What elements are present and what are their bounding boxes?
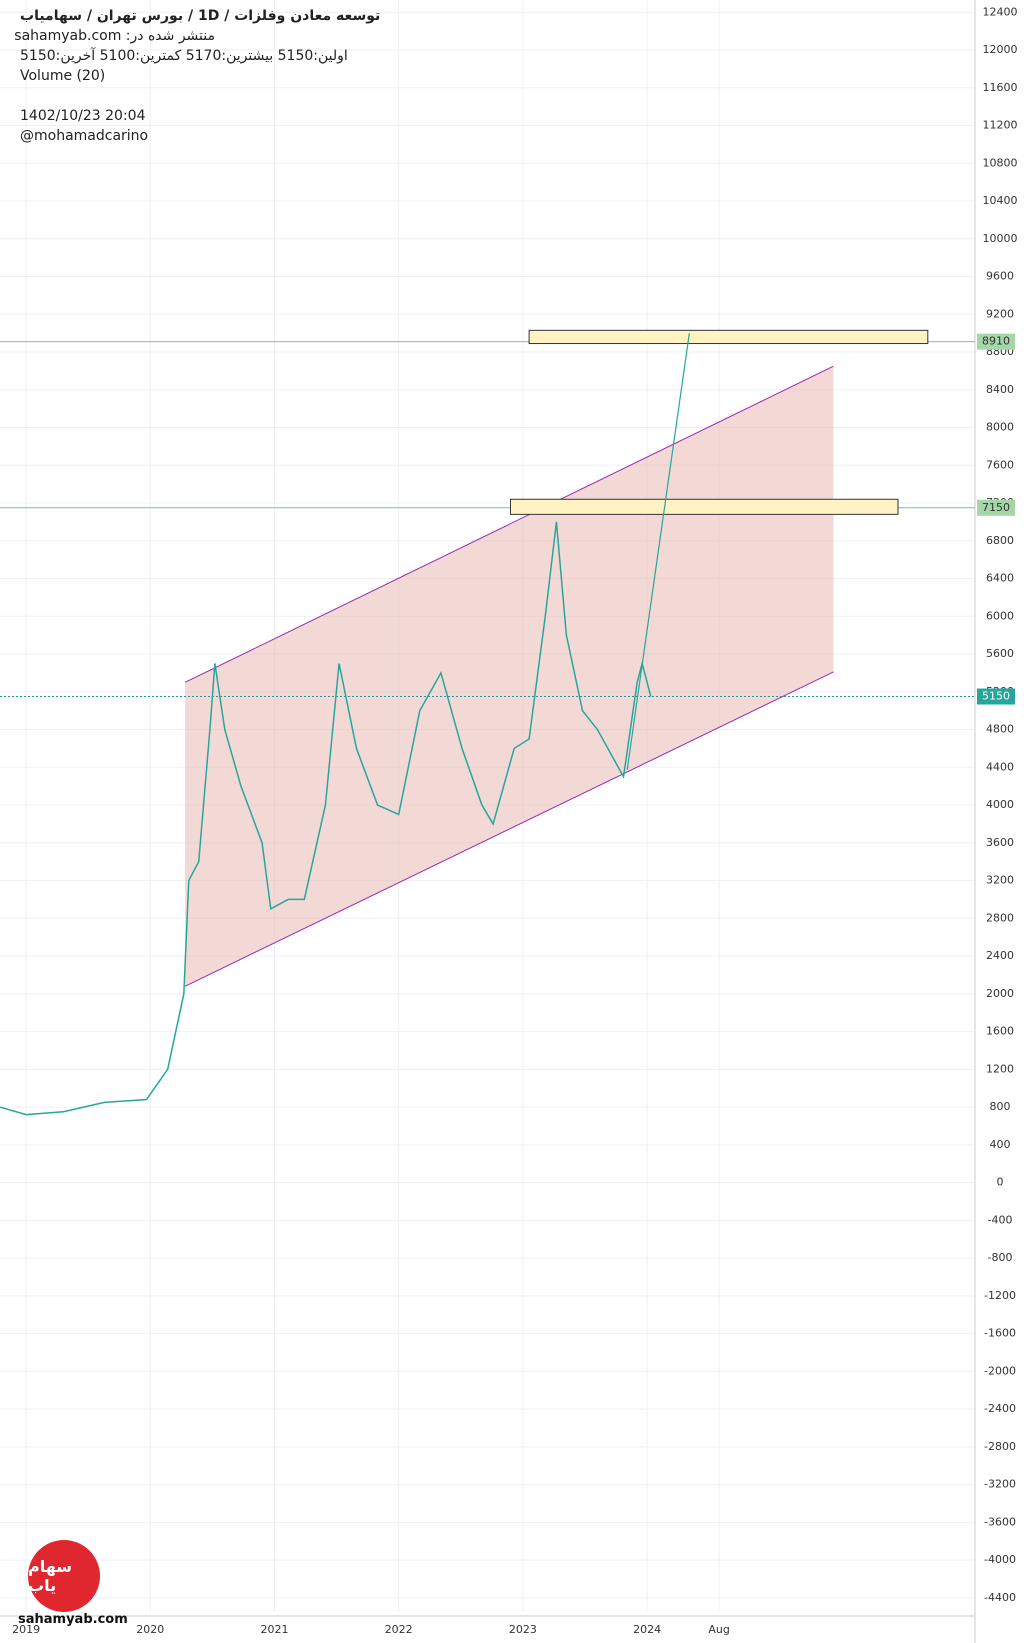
volume-label: Volume (20) (20, 68, 106, 84)
title: توسعه معادن وفلزات / 1D / بورس تهران / س… (20, 8, 381, 24)
y-tick-label: 9600 (986, 270, 1014, 283)
channel-line (184, 671, 834, 987)
y-tick-label: 6400 (986, 572, 1014, 585)
y-tick-label: 1200 (986, 1062, 1014, 1075)
level-badge (977, 499, 1015, 516)
level-badge (977, 333, 1015, 350)
y-tick-label: 8000 (986, 421, 1014, 434)
y-tick-label: 1600 (986, 1025, 1014, 1038)
x-tick-label: 2022 (385, 1623, 413, 1636)
y-tick-label: 10400 (983, 194, 1018, 207)
level-badge (977, 688, 1015, 705)
y-tick-label: 3600 (986, 836, 1014, 849)
y-tick-label: 7600 (986, 458, 1014, 471)
y-tick-label: -1200 (984, 1289, 1016, 1302)
x-tick-label: 2024 (633, 1623, 661, 1636)
y-tick-label: -3200 (984, 1478, 1016, 1491)
y-tick-label: 9200 (986, 307, 1014, 320)
y-tick-label: 10000 (983, 232, 1018, 245)
y-tick-label: 6000 (986, 609, 1014, 622)
channel (185, 366, 834, 987)
y-tick-label: -2400 (984, 1402, 1016, 1415)
x-tick-label: 2019 (12, 1623, 40, 1636)
y-tick-label: 400 (990, 1138, 1011, 1151)
y-tick-label: -800 (988, 1251, 1013, 1264)
channel-line (184, 365, 834, 683)
y-tick-label: 2400 (986, 949, 1014, 962)
y-tick-label: 11200 (983, 119, 1018, 132)
y-tick-label: 8400 (986, 383, 1014, 396)
published: منتشر شده در: sahamyab.com (14, 28, 215, 44)
y-tick-label: 12000 (983, 43, 1018, 56)
y-tick-label: 2000 (986, 987, 1014, 1000)
forecast-line (626, 333, 690, 770)
ohlc: اولین:5150 بیشترین:5170 کمترین:5100 آخری… (20, 48, 348, 64)
y-tick-label: -1600 (984, 1327, 1016, 1340)
y-tick-label: 0 (997, 1176, 1004, 1189)
level-label: 5150 (982, 690, 1010, 703)
y-tick-label: -2800 (984, 1440, 1016, 1453)
logo: سهام یاب (28, 1540, 100, 1612)
y-tick-label: 12400 (983, 5, 1018, 18)
x-tick-label: 2020 (136, 1623, 164, 1636)
y-tick-label: 11600 (983, 81, 1018, 94)
x-tick-label: Aug (708, 1623, 729, 1636)
date: 1402/10/23 20:04 (20, 108, 146, 124)
y-tick-label: 800 (990, 1100, 1011, 1113)
level-label: 7150 (982, 501, 1010, 514)
y-tick-label: -4000 (984, 1553, 1016, 1566)
x-tick-label: 2023 (509, 1623, 537, 1636)
zone (528, 329, 929, 345)
author: @mohamadcarino (20, 128, 149, 144)
y-tick-label: -3600 (984, 1515, 1016, 1528)
y-tick-label: 10800 (983, 156, 1018, 169)
y-tick-label: 4400 (986, 760, 1014, 773)
watermark: sahamyab.com (18, 1612, 128, 1627)
y-tick-label: 6800 (986, 534, 1014, 547)
y-tick-label: -2000 (984, 1364, 1016, 1377)
y-tick-label: 4000 (986, 798, 1014, 811)
x-tick-label: 2021 (260, 1623, 288, 1636)
y-tick-label: 3200 (986, 874, 1014, 887)
level-label: 8910 (982, 335, 1010, 348)
y-tick-label: 5600 (986, 647, 1014, 660)
y-tick-label: 4800 (986, 723, 1014, 736)
price-line (0, 521, 652, 1116)
y-tick-label: 2800 (986, 911, 1014, 924)
y-tick-label: -400 (988, 1213, 1013, 1226)
zone (509, 498, 899, 515)
y-tick-label: -4400 (984, 1591, 1016, 1604)
header: توسعه معادن وفلزات / 1D / بورس تهران / س… (14, 6, 400, 146)
